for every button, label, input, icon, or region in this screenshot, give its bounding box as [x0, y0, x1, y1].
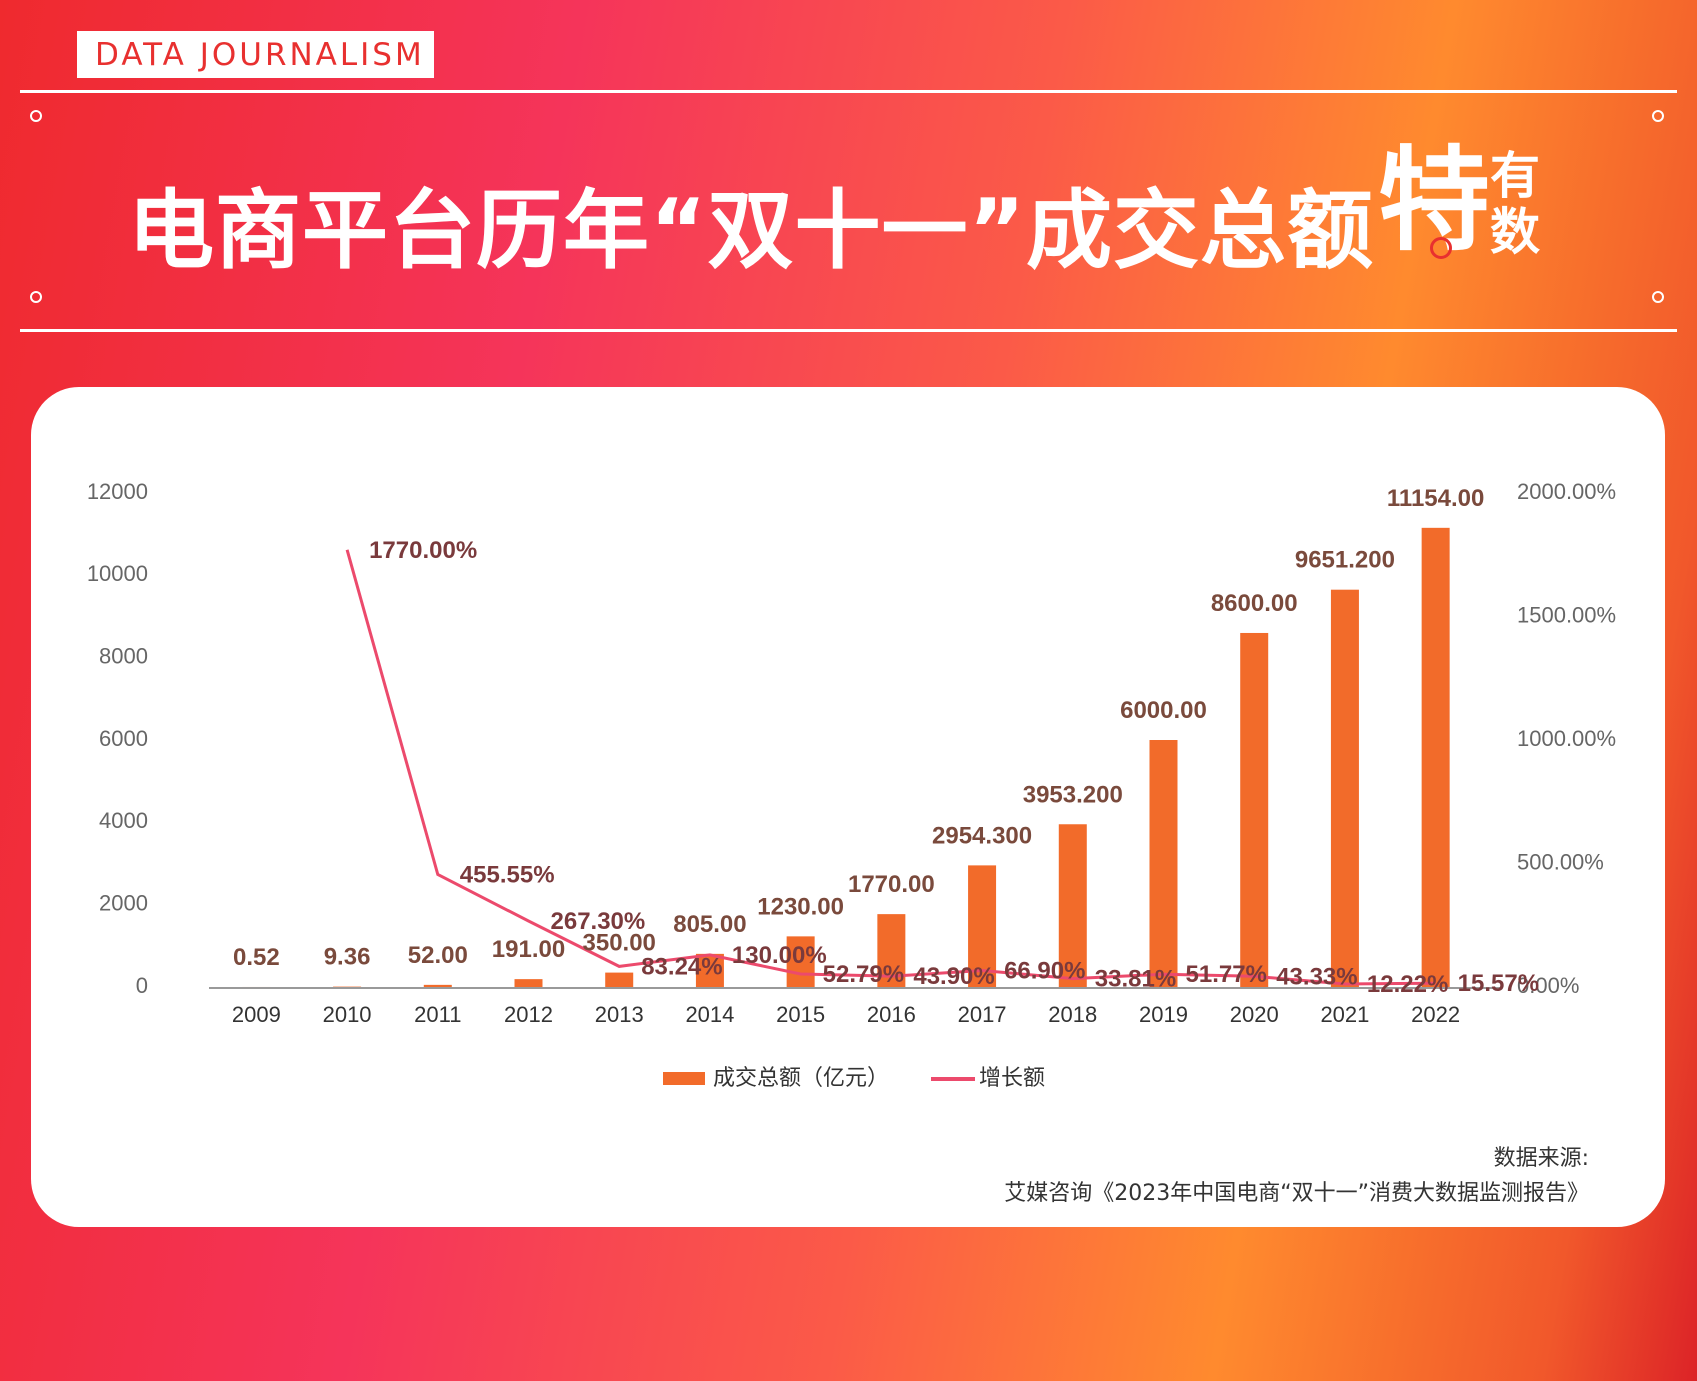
y-tick-label: 4000 — [99, 808, 148, 833]
bar — [605, 972, 634, 987]
bar-value-label: 191.00 — [492, 936, 565, 963]
bar — [423, 984, 452, 987]
legend-line-label: 增长额 — [979, 1065, 1045, 1090]
source-citation: 艾媒咨询《2023年中国电商“双十一”消费大数据监测报告》 — [1004, 1181, 1589, 1206]
x-tick-label: 2017 — [958, 1002, 1007, 1027]
data-journalism-tag: DATA JOURNALISM — [77, 31, 434, 78]
bar — [968, 865, 997, 987]
x-tick-label: 2015 — [776, 1002, 825, 1027]
magnifier-icon — [1430, 237, 1452, 259]
bar — [695, 953, 724, 987]
bar-value-label: 9651.200 — [1295, 547, 1395, 574]
y-tick-label: 12000 — [87, 479, 148, 504]
x-tick-label: 2018 — [1048, 1002, 1097, 1027]
line-value-label: 33.81% — [1095, 966, 1176, 993]
header-top-line — [20, 90, 1677, 93]
x-tick-label: 2021 — [1320, 1002, 1369, 1027]
legend-bar-swatch — [663, 1072, 705, 1085]
x-tick-label: 2020 — [1230, 1002, 1279, 1027]
x-tick-label: 2014 — [685, 1002, 734, 1027]
x-tick-label: 2022 — [1411, 1002, 1460, 1027]
bar-value-label: 6000.00 — [1120, 697, 1207, 724]
bar-series — [242, 527, 1450, 987]
bar-value-label: 805.00 — [673, 911, 746, 938]
x-tick-label: 2011 — [414, 1002, 461, 1027]
y-tick-label: 8000 — [99, 643, 148, 668]
x-tick-label: 2016 — [867, 1002, 916, 1027]
bar — [1240, 632, 1269, 987]
corner-dot-top-right — [1652, 110, 1664, 122]
x-axis: 2009 2010 2011 2012 2013 2014 2015 2016 2017 2018… — [232, 1002, 1460, 1027]
y-axis-right: 0.00% 500.00% 1000.00% 1500.00% 2000.00% — [1517, 479, 1616, 998]
corner-dot-bottom-right — [1652, 291, 1664, 303]
x-tick-label: 2019 — [1139, 1002, 1188, 1027]
corner-dot-top-left — [30, 110, 42, 122]
y2-tick-label: 1000.00% — [1517, 726, 1616, 751]
line-value-label: 130.00% — [732, 942, 827, 969]
bar — [1421, 527, 1450, 987]
bar — [786, 936, 815, 987]
line-value-label: 267.30% — [551, 908, 646, 935]
y2-tick-label: 1500.00% — [1517, 602, 1616, 627]
bar-value-label: 1770.00 — [848, 871, 935, 898]
y-tick-label: 10000 — [87, 561, 148, 586]
y-tick-label: 0 — [136, 973, 148, 998]
chart-svg: 0 2000 4000 6000 8000 10000 12000 0.00% 500.00%… — [87, 479, 1616, 1090]
bar-value-label: 8600.00 — [1211, 590, 1298, 617]
corner-dot-bottom-left — [30, 291, 42, 303]
growth-line — [345, 549, 1436, 986]
logo-char-top: 有 — [1490, 147, 1540, 205]
legend: 成交总额（亿元） 增长额 — [663, 1065, 1045, 1090]
x-tick-label: 2010 — [323, 1002, 372, 1027]
bar-value-label: 3953.200 — [1023, 781, 1123, 808]
source-label: 数据来源: — [1493, 1146, 1589, 1171]
x-tick-label: 2009 — [232, 1002, 281, 1027]
bar-labels: 0.52 9.36 52.00 191.00 350.00805.001230.0017… — [233, 485, 1484, 971]
bar-value-label: 0.52 — [233, 944, 280, 971]
bar — [1058, 824, 1087, 987]
line-value-label: 52.79% — [823, 961, 904, 988]
bar-value-label: 2954.300 — [932, 822, 1032, 849]
bar-value-label: 52.00 — [408, 942, 468, 969]
y2-tick-label: 2000.00% — [1517, 479, 1616, 504]
y2-tick-label: 0.00% — [1517, 973, 1579, 998]
line-value-label: 15.57% — [1458, 970, 1539, 997]
line-value-label: 43.33% — [1276, 963, 1357, 990]
tag-text: DATA JOURNALISM — [95, 36, 425, 73]
bar — [1149, 740, 1178, 987]
y-axis-left: 0 2000 4000 6000 8000 10000 12000 — [87, 479, 148, 998]
bar-value-label: 1230.00 — [757, 893, 844, 920]
bar-value-label: 350.00 — [583, 930, 656, 957]
y2-tick-label: 500.00% — [1517, 849, 1604, 874]
y-tick-label: 6000 — [99, 726, 148, 751]
line-value-label: 43.90% — [913, 963, 994, 990]
bar — [1330, 589, 1359, 987]
x-tick-label: 2013 — [595, 1002, 644, 1027]
line-value-label: 12.22% — [1367, 971, 1448, 998]
line-value-label: 1770.00% — [369, 537, 477, 564]
bar — [514, 979, 543, 987]
line-value-label: 51.77% — [1186, 961, 1267, 988]
y-tick-label: 2000 — [99, 890, 148, 915]
line-labels: 1770.00% 455.55% 267.30% 83.24% 130.00%52.79… — [369, 537, 1539, 998]
page-title: 电商平台历年“双十一”成交总额 — [128, 181, 1375, 281]
line-value-label: 455.55% — [460, 861, 555, 888]
brand-logo: 特 有 数 — [1378, 145, 1568, 275]
chart-card: 0 2000 4000 6000 8000 10000 12000 0.00% 500.00%… — [31, 387, 1665, 1227]
x-tick-label: 2012 — [504, 1002, 553, 1027]
line-value-label: 83.24% — [641, 953, 722, 980]
legend-bar-label: 成交总额（亿元） — [713, 1065, 889, 1090]
bar-value-label: 11154.00 — [1387, 485, 1484, 512]
header-bottom-line — [20, 329, 1677, 332]
logo-char-bottom: 数 — [1490, 203, 1540, 261]
bar-value-label: 9.36 — [324, 944, 371, 971]
line-value-label: 66.90% — [1004, 957, 1085, 984]
